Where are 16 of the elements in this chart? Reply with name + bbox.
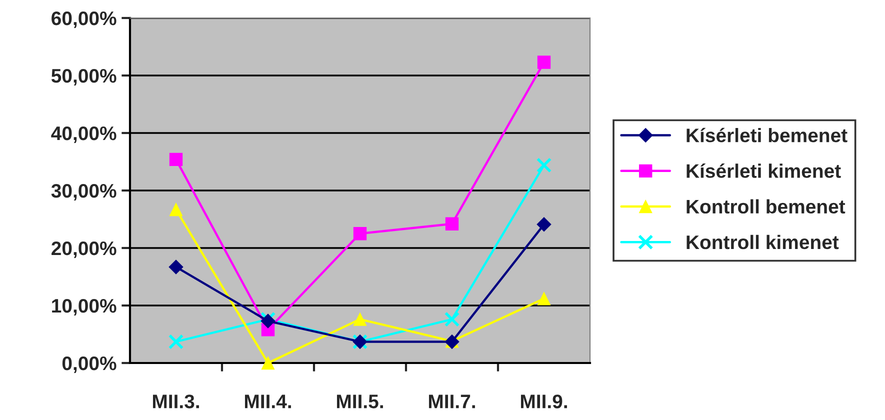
- x-tick-label: MII.7.: [428, 394, 475, 408]
- legend-label: Kísérleti kimenet: [686, 163, 841, 178]
- y-tick-label: 20,00%: [52, 241, 116, 258]
- x-tick-label: MII.3.: [152, 394, 199, 408]
- y-tick-label: 60,00%: [52, 11, 116, 28]
- x-tick-label: MII.5.: [336, 394, 383, 408]
- y-tick-label: 50,00%: [51, 68, 116, 86]
- y-tick-label: 30,00%: [51, 184, 116, 201]
- x-tick-label: MII.4.: [244, 394, 291, 408]
- x-tick-label: MII.9.: [520, 394, 567, 408]
- legend-label: Kontroll bemenet: [686, 199, 846, 214]
- y-tick-label: 40,00%: [51, 126, 116, 144]
- legend-label: Kísérleti bemenet: [686, 128, 848, 142]
- y-tick-label: 0,00%: [62, 356, 116, 374]
- legend-label: Kontroll kimenet: [686, 234, 839, 250]
- y-tick-label: 10,00%: [52, 298, 116, 316]
